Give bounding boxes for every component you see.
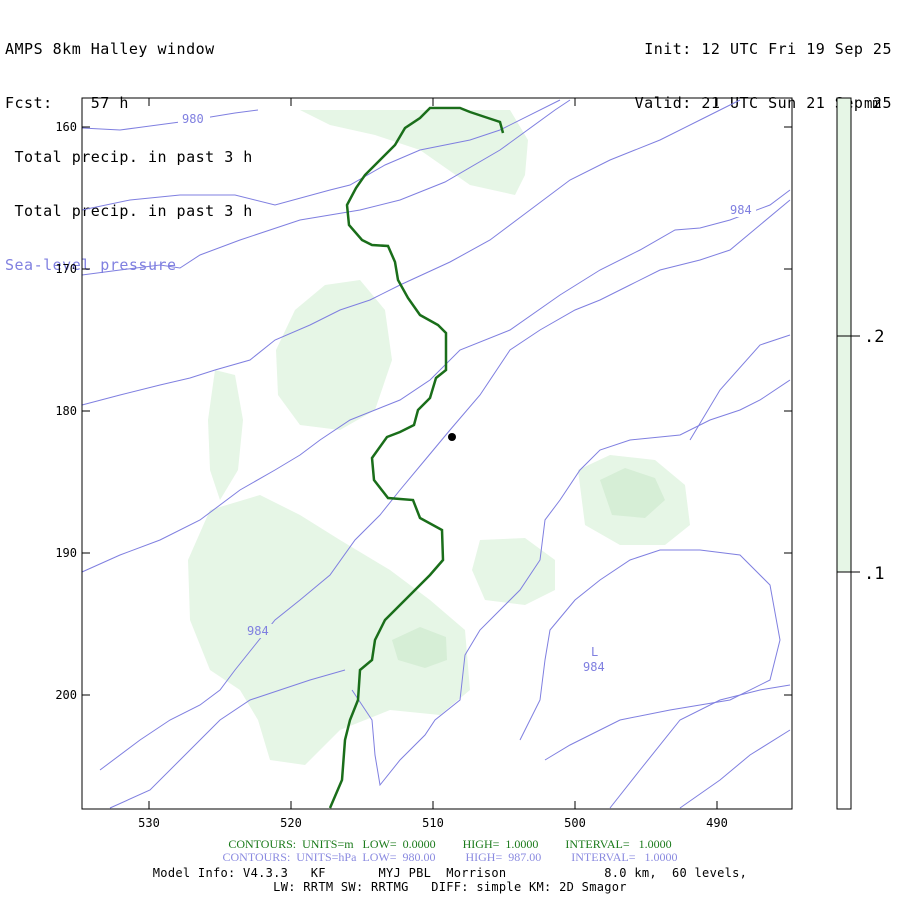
x-tick-label: 520	[280, 816, 302, 830]
slp-contour-984-east2	[519, 549, 781, 761]
y-tick-label: 160	[55, 120, 77, 134]
x-tick-label: 510	[422, 816, 444, 830]
contour-info-height: CONTOURS: UNITS=m LOW= 0.0000 HIGH= 1.00…	[228, 837, 672, 851]
precip-core-south	[392, 627, 447, 668]
slp-contour-984a	[99, 199, 791, 771]
map-title: AMPS 8km Halley window	[5, 40, 215, 58]
x-axis	[148, 98, 718, 809]
colorbar-label: .2	[864, 327, 884, 347]
low-marker: L	[591, 645, 598, 659]
slp-contours	[81, 99, 791, 809]
contour-info-slp: CONTOURS: UNITS=hPa LOW= 980.00 HIGH= 98…	[222, 850, 678, 864]
x-tick-label: 530	[138, 816, 160, 830]
contour-label-984-low: 984	[583, 660, 605, 674]
x-tick-label: 490	[706, 816, 728, 830]
field-label-slp: Sea-level pressure	[5, 256, 177, 274]
map-frame	[81, 97, 793, 810]
y-tick-label: 180	[55, 404, 77, 418]
model-physics: LW: RRTM SW: RRTMG DIFF: simple KM: 2D S…	[273, 880, 627, 894]
x-tick-label: 500	[564, 816, 586, 830]
y-axis	[82, 126, 792, 696]
y-tick-label: 200	[55, 688, 77, 702]
header-left: AMPS 8km Halley window Fcst: 57 h Total …	[5, 4, 253, 292]
colorbar: mm .2 .1	[836, 96, 884, 810]
slp-contour-984b	[109, 669, 346, 809]
precip-shading	[188, 110, 690, 765]
colorbar-segment-low	[836, 571, 852, 810]
slp-contour-985	[609, 684, 791, 809]
y-tick-label: 170	[55, 262, 77, 276]
precip-core-east	[600, 468, 665, 518]
precip-area-center	[472, 538, 555, 605]
colorbar-segment-mid	[836, 335, 852, 573]
colorbar-segment-high	[836, 97, 852, 337]
precip-area-strip	[208, 370, 243, 500]
y-tick-label: 190	[55, 546, 77, 560]
field-label-1: Total precip. in past 3 h	[5, 148, 253, 166]
contour-label-980: 980	[182, 112, 204, 126]
slp-contour-981	[81, 99, 561, 211]
height-contour	[328, 106, 505, 809]
contour-labels: 980 984 984 L 984	[178, 112, 756, 674]
model-info: Model Info: V4.3.3 KF MYJ PBL Morrison 8…	[152, 866, 748, 880]
precip-area-top	[300, 110, 528, 195]
colorbar-label: .1	[864, 564, 884, 584]
colorbar-units: mm	[864, 96, 881, 112]
slp-contour-983a	[81, 99, 741, 406]
slp-contour-982	[81, 99, 571, 276]
field-label-2: Total precip. in past 3 h	[5, 202, 253, 220]
slp-contour-983b	[81, 189, 791, 573]
station-marker	[448, 433, 456, 441]
init-time: Init: 12 UTC Fri 19 Sep 25	[644, 40, 892, 58]
slp-contour-983c	[689, 334, 791, 441]
precip-area-upper-left	[276, 280, 392, 430]
slp-contour-985b	[679, 729, 791, 809]
contour-label-984-ne: 984	[730, 203, 752, 217]
slp-contour-984-east	[351, 379, 791, 787]
slp-contour-980	[81, 109, 259, 131]
contour-label-984-sw: 984	[247, 624, 269, 638]
